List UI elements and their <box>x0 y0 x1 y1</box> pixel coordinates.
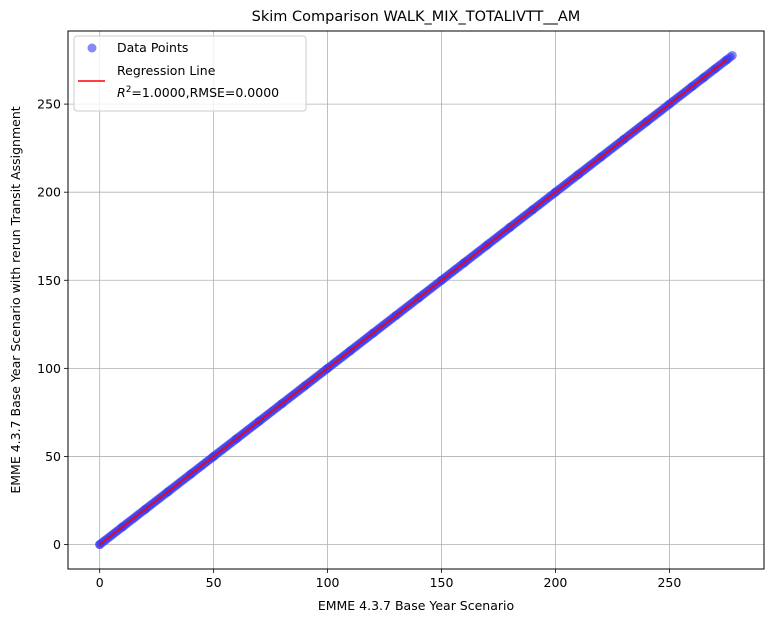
y-tick-label: 150 <box>37 273 61 288</box>
legend-marker-data-points <box>87 43 97 53</box>
y-axis-label: EMME 4.3.7 Base Year Scenario with rerun… <box>8 106 23 493</box>
legend: Data Points Regression Line R2=1.0000,RM… <box>73 35 307 112</box>
y-tick-label: 0 <box>53 537 61 552</box>
x-axis-label: EMME 4.3.7 Base Year Scenario <box>318 598 514 613</box>
regression-line <box>99 59 727 546</box>
y-tick-label: 250 <box>37 97 61 112</box>
plot-frame <box>67 30 765 570</box>
x-tick-label: 0 <box>96 575 104 590</box>
r2-symbol: R <box>117 85 126 100</box>
y-tick-label: 100 <box>37 361 61 376</box>
axis-ticks: 0 50 100 150 200 250 0 50 100 150 200 250 <box>37 97 681 590</box>
y-tick-label: 200 <box>37 185 61 200</box>
x-tick-label: 100 <box>316 575 340 590</box>
x-tick-label: 200 <box>544 575 568 590</box>
legend-label-regression-line: Regression Line <box>117 63 216 78</box>
chart-title: Skim Comparison WALK_MIX_TOTALIVTT__AM <box>252 9 581 25</box>
r2-values: =1.0000,RMSE=0.0000 <box>131 85 279 100</box>
legend-label-data-points: Data Points <box>117 40 188 55</box>
r2-superscript: 2 <box>126 85 132 95</box>
x-tick-label: 250 <box>657 575 681 590</box>
data-marks <box>95 50 737 550</box>
data-point <box>727 50 737 60</box>
x-tick-label: 150 <box>430 575 454 590</box>
legend-label-regression-stats: R2=1.0000,RMSE=0.0000 <box>117 85 279 100</box>
x-tick-label: 50 <box>206 575 222 590</box>
y-tick-label: 50 <box>45 449 61 464</box>
legend-box <box>73 35 307 112</box>
